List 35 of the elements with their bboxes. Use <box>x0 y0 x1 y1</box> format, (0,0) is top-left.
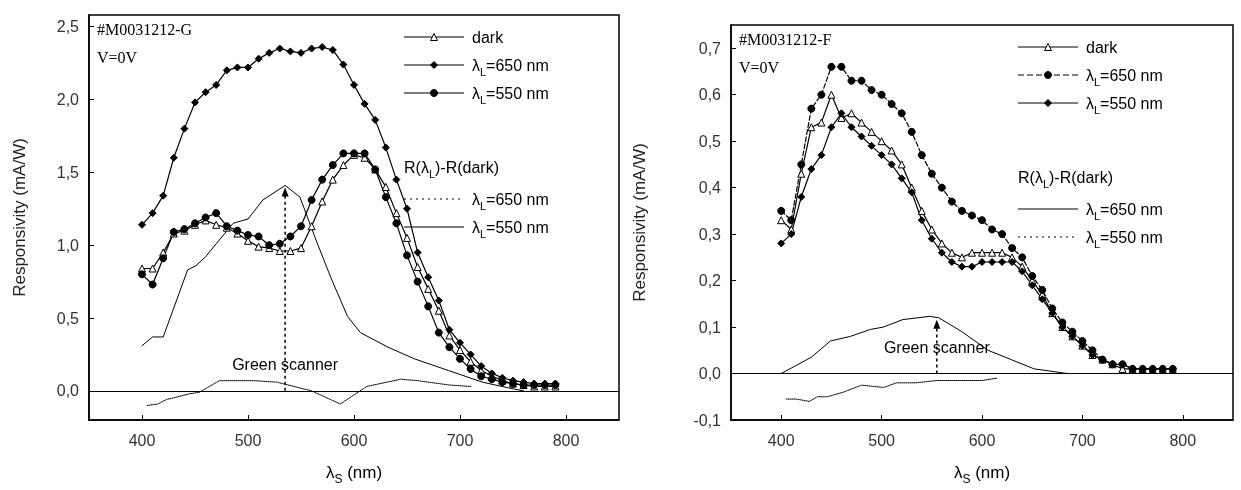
annotation: Green scanner <box>232 356 339 374</box>
annotation: V=0V <box>739 58 780 76</box>
annotation: V=0V <box>97 48 138 66</box>
x-tick-label: 400 <box>767 431 795 449</box>
y-tick-label: 0,0 <box>698 365 722 383</box>
y-tick-label: 2,0 <box>56 91 80 108</box>
x-tick-label: 700 <box>446 431 474 449</box>
y-tick-label: 1,5 <box>56 163 80 181</box>
y-tick-label: 0,3 <box>698 225 722 243</box>
x-tick-label: 600 <box>968 431 996 449</box>
y-tick-label: 0,4 <box>698 179 722 197</box>
y-tick-label: 0,2 <box>698 272 722 290</box>
x-tick-label: 700 <box>1069 431 1096 449</box>
y-tick-label: 0,7 <box>698 39 722 57</box>
y-tick-label: 2,5 <box>56 18 80 36</box>
x-tick-label: 400 <box>128 431 156 449</box>
x-tick-label: 800 <box>552 431 580 449</box>
annotation: Green scanner <box>883 339 991 357</box>
y-tick-label: 0,5 <box>56 309 80 327</box>
x-tick-label: 500 <box>868 431 896 449</box>
x-tick-label: 800 <box>1169 431 1197 449</box>
y-tick-label: 1,0 <box>56 236 80 254</box>
y-axis-title: Responsivity (mA/W) <box>630 143 649 302</box>
x-tick-label: 600 <box>340 431 368 449</box>
x-tick-label: 500 <box>234 431 262 449</box>
y-tick-label: 0,5 <box>698 132 722 150</box>
y-tick-label: -0,1 <box>693 411 722 429</box>
y-axis-title: Responsivity (mA/W) <box>10 138 29 297</box>
y-tick-label: 0,6 <box>698 86 722 104</box>
legend-label: dark <box>472 28 505 46</box>
annotation: #M0031212-G <box>97 20 193 38</box>
legend-label: dark <box>1086 38 1119 56</box>
annotation: #M0031212-F <box>739 30 832 48</box>
y-tick-label: 0,0 <box>56 382 80 400</box>
y-tick-label: 0,1 <box>698 318 722 336</box>
